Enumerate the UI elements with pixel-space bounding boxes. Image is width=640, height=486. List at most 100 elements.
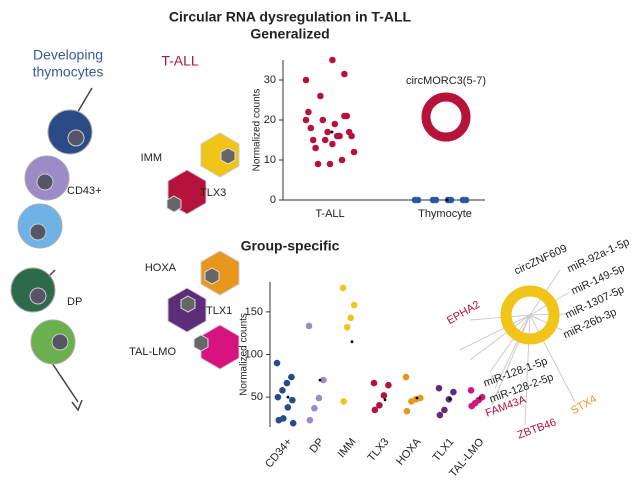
point xyxy=(279,387,286,394)
gene-label: EPHA2 xyxy=(445,299,482,327)
point xyxy=(441,406,448,414)
interaction-lines xyxy=(459,269,576,426)
x-tick-label: Thymocyte xyxy=(418,208,472,220)
point xyxy=(350,301,358,309)
gene-label: STX4 xyxy=(569,393,599,417)
point xyxy=(329,140,336,148)
point xyxy=(380,392,388,399)
point xyxy=(302,76,310,84)
thymocyte-label: Developing xyxy=(33,47,103,63)
chart-title: Generalized xyxy=(250,26,329,42)
mean-marker xyxy=(318,378,322,382)
y-tick-label: 10 xyxy=(264,154,276,166)
point xyxy=(312,144,319,152)
stage-label: DP xyxy=(67,296,82,308)
point xyxy=(385,381,392,389)
point xyxy=(336,132,343,140)
point xyxy=(450,388,457,396)
mean-marker xyxy=(448,397,452,401)
point xyxy=(311,404,318,412)
point xyxy=(347,314,355,322)
circrna-label: circMORC3(5-7) xyxy=(406,75,486,87)
thymocyte-label: thymocytes xyxy=(33,64,104,80)
point xyxy=(403,407,411,415)
point xyxy=(329,56,336,64)
figure-title: Circular RNA dysregulation in T-ALL xyxy=(169,9,412,25)
point xyxy=(307,124,315,132)
y-tick-label: 50 xyxy=(251,391,263,403)
x-tick-label: T-ALL xyxy=(315,208,344,220)
circrna-ring xyxy=(500,285,560,345)
point xyxy=(274,393,282,401)
point xyxy=(309,136,317,144)
point xyxy=(317,92,324,100)
point xyxy=(462,196,470,204)
point xyxy=(340,398,348,405)
circrna-ring xyxy=(421,92,471,142)
mean-marker xyxy=(445,198,449,202)
subtype-label: HOXA xyxy=(145,262,177,274)
x-tick-label: DP xyxy=(308,436,327,455)
point xyxy=(288,373,295,381)
y-tick-label: 100 xyxy=(245,348,263,360)
point xyxy=(348,132,355,140)
point xyxy=(320,376,327,384)
point xyxy=(432,196,440,204)
point xyxy=(275,416,283,424)
point xyxy=(370,379,378,387)
y-tick-label: 0 xyxy=(270,194,276,206)
subtype-label: TLX3 xyxy=(200,187,226,199)
point xyxy=(314,160,322,168)
mean-marker xyxy=(286,395,290,399)
point xyxy=(302,116,310,124)
cells xyxy=(10,109,93,365)
stage-label: CD43+ xyxy=(67,185,102,197)
point xyxy=(343,323,351,331)
point xyxy=(319,116,327,124)
point xyxy=(284,404,292,411)
point xyxy=(376,401,383,409)
point xyxy=(468,402,476,410)
circrna-label: circZNF609 xyxy=(512,242,569,277)
point xyxy=(305,322,313,330)
mean-marker xyxy=(478,396,482,400)
x-tick-label: IMM xyxy=(336,436,359,460)
point xyxy=(321,136,329,144)
point xyxy=(447,196,455,204)
point xyxy=(339,284,347,292)
chart-title: Group-specific xyxy=(241,238,340,254)
x-tick-label: TLX3 xyxy=(365,436,391,464)
y-tick-label: 150 xyxy=(245,306,263,318)
tall-label: T-ALL xyxy=(161,53,199,69)
point xyxy=(341,70,348,78)
point xyxy=(338,156,346,164)
point xyxy=(324,128,331,136)
point xyxy=(371,406,379,414)
x-tick-label: TLX1 xyxy=(430,436,456,464)
arrow-head xyxy=(71,399,83,412)
gene-label: ZBTB46 xyxy=(516,416,558,441)
point xyxy=(402,373,410,381)
point xyxy=(283,379,291,387)
y-tick-label: 20 xyxy=(264,114,276,126)
point xyxy=(467,387,475,394)
point xyxy=(289,396,296,404)
point xyxy=(306,416,314,424)
point xyxy=(408,398,415,405)
point xyxy=(331,120,339,128)
point xyxy=(436,411,444,419)
point xyxy=(273,359,281,367)
subtype-label: TLX1 xyxy=(206,305,232,317)
y-tick-label: 30 xyxy=(264,74,276,86)
mean-marker xyxy=(330,130,334,134)
point xyxy=(414,196,422,204)
point xyxy=(305,108,312,116)
x-tick-label: HOXA xyxy=(394,436,424,468)
point xyxy=(315,394,323,402)
mean-marker xyxy=(383,398,387,402)
mean-marker xyxy=(415,396,419,400)
subtype-label: IMM xyxy=(141,152,162,164)
y-axis-label: Normalized counts xyxy=(252,89,263,172)
y-axis-label: Normalized counts xyxy=(239,313,250,396)
